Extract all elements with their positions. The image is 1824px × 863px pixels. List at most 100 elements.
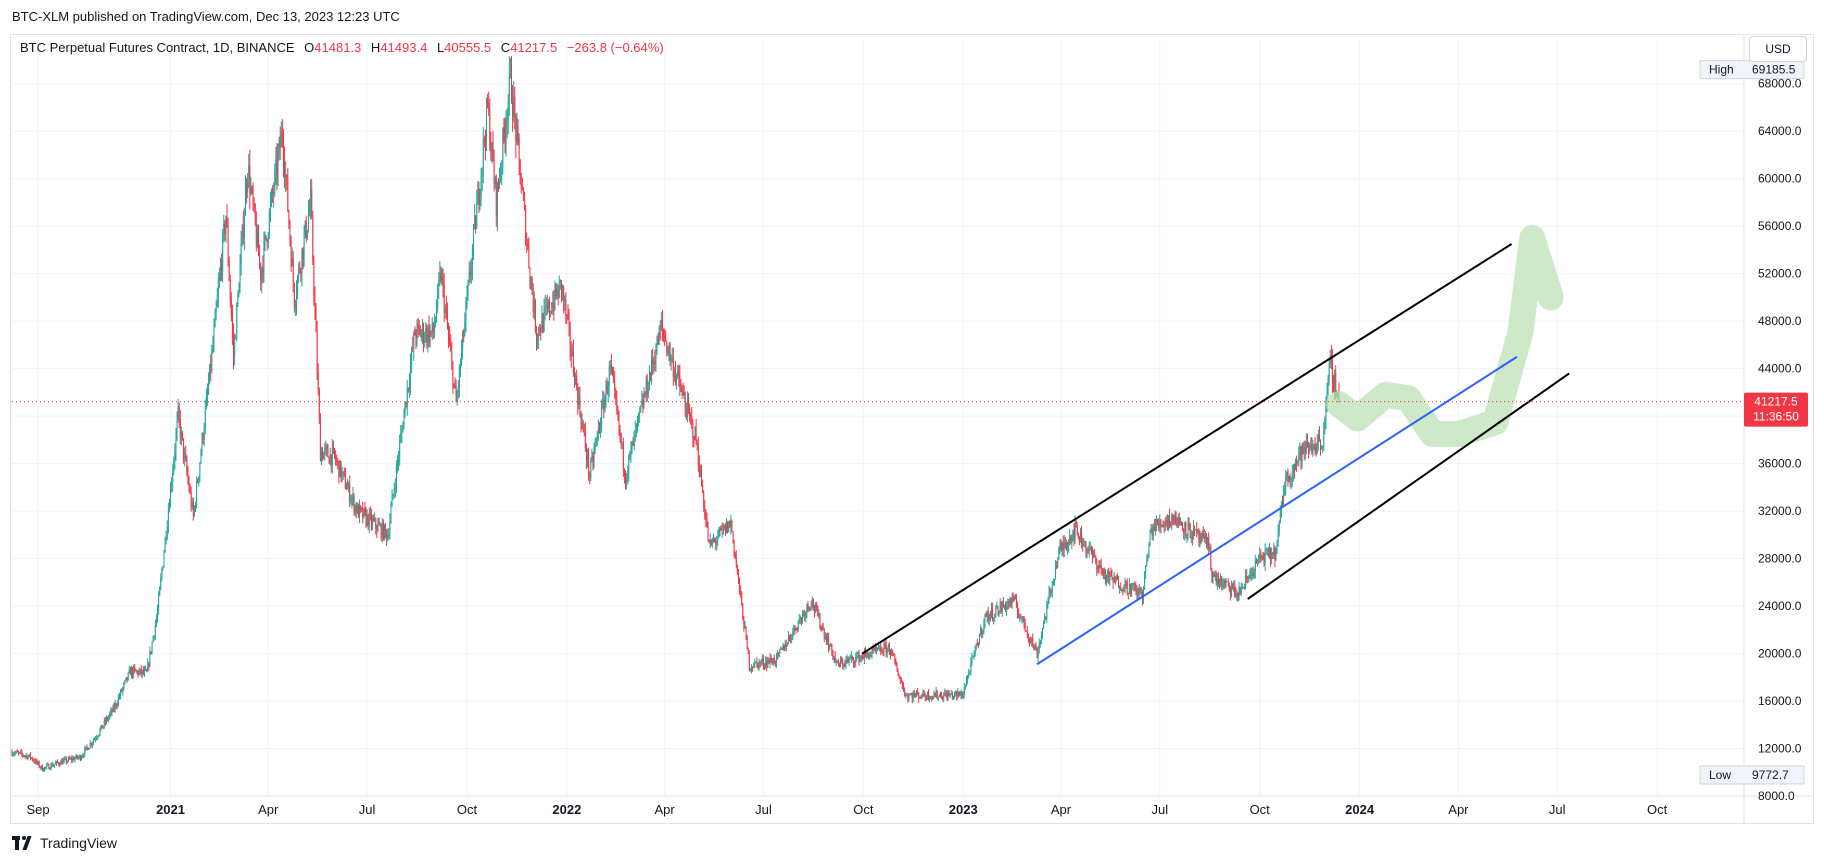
candle-body — [50, 764, 52, 769]
candle-body — [714, 539, 716, 541]
candle-body — [619, 429, 621, 434]
candle-body — [883, 644, 885, 654]
candle-body — [375, 518, 377, 528]
candle-body — [213, 327, 215, 345]
candle-body — [221, 265, 223, 272]
candle-body — [110, 710, 112, 714]
candle-body — [1044, 616, 1046, 624]
candle-body — [691, 416, 693, 422]
candle-body — [201, 434, 203, 453]
candle-body — [1090, 547, 1092, 553]
candle-body — [189, 490, 191, 492]
candle-body — [910, 694, 912, 696]
currency-selector[interactable]: USD — [1749, 36, 1807, 62]
candle-body — [566, 314, 568, 316]
candle-body — [197, 482, 199, 484]
candle-body — [830, 643, 832, 647]
candle-body — [486, 100, 488, 144]
candle-body — [411, 348, 413, 365]
candle-body — [639, 411, 641, 413]
candle-body — [212, 344, 214, 352]
candle-body — [1217, 578, 1219, 585]
candle-body — [1099, 565, 1101, 568]
candle-body — [453, 383, 455, 388]
candle-body — [648, 373, 650, 390]
candle-body — [511, 63, 513, 103]
candle-body — [289, 224, 291, 241]
candle-body — [947, 692, 949, 699]
candle-body — [898, 676, 900, 679]
candle-body — [203, 429, 205, 440]
candle-body — [228, 260, 230, 281]
high-label: H — [370, 40, 381, 55]
candle-body — [879, 646, 881, 648]
candle-body — [743, 619, 745, 629]
candle-body — [148, 663, 150, 666]
candle-body — [1134, 583, 1136, 589]
candle-body — [540, 331, 542, 333]
candle-body — [496, 182, 498, 218]
candle-body — [955, 692, 957, 694]
candle-body — [679, 375, 681, 387]
candle-body — [1060, 545, 1062, 549]
x-tick-label: Jul — [359, 802, 376, 817]
candle-body — [787, 636, 789, 644]
candle-body — [1062, 542, 1064, 550]
candle-body — [595, 438, 597, 445]
candle-body — [996, 606, 998, 609]
candle-body — [249, 164, 251, 194]
candle-body — [426, 328, 428, 343]
candle-body — [655, 353, 657, 364]
candle-body — [1128, 584, 1130, 594]
high-value: 41493.4 — [380, 40, 428, 55]
candle-body — [48, 764, 50, 770]
candle-body — [125, 677, 127, 681]
candle-body — [1249, 575, 1251, 577]
candle-body — [572, 350, 574, 373]
candle-body — [667, 351, 669, 353]
candle-body — [894, 655, 896, 663]
candle-body — [114, 703, 116, 710]
candle-body — [1333, 381, 1335, 389]
candle-body — [616, 399, 618, 412]
candle-body — [458, 366, 460, 387]
candle-body — [24, 755, 26, 757]
candle-body — [380, 525, 382, 538]
candle-body — [1305, 442, 1307, 452]
candle-body — [677, 370, 679, 376]
footer-brand[interactable]: TradingView — [12, 835, 117, 851]
candle-body — [594, 444, 596, 451]
candle-body — [697, 443, 699, 465]
candle-body — [1178, 517, 1180, 525]
candle-body — [142, 670, 144, 674]
candle-body — [227, 226, 229, 261]
candle-body — [805, 612, 807, 618]
last-price-tag: 41217.511:36:50 — [1744, 392, 1808, 427]
candle-body — [557, 289, 559, 299]
y-tick-label: 28000.0 — [1758, 552, 1802, 566]
candle-body — [154, 624, 156, 636]
candle-body — [911, 694, 913, 699]
candle-body — [338, 460, 340, 478]
candle-body — [610, 364, 612, 368]
candle-body — [1281, 503, 1283, 505]
candle-body — [313, 261, 315, 296]
countdown-value: 11:36:50 — [1753, 410, 1799, 424]
candle-body — [1019, 617, 1021, 619]
candle-body — [656, 336, 658, 354]
candle-body — [1296, 461, 1298, 463]
candle-body — [1290, 477, 1292, 481]
candle-body — [736, 565, 738, 572]
candle-body — [774, 662, 776, 664]
candle-body — [1037, 649, 1039, 658]
candle-body — [360, 505, 362, 509]
candle-body — [1069, 536, 1071, 542]
candle-body — [1252, 572, 1254, 576]
candle-body — [598, 427, 600, 431]
candle-body — [976, 643, 978, 645]
candle-body — [1136, 589, 1138, 596]
candle-body — [834, 656, 836, 663]
candle-body — [793, 625, 795, 632]
chart-pane[interactable] — [10, 34, 1814, 824]
